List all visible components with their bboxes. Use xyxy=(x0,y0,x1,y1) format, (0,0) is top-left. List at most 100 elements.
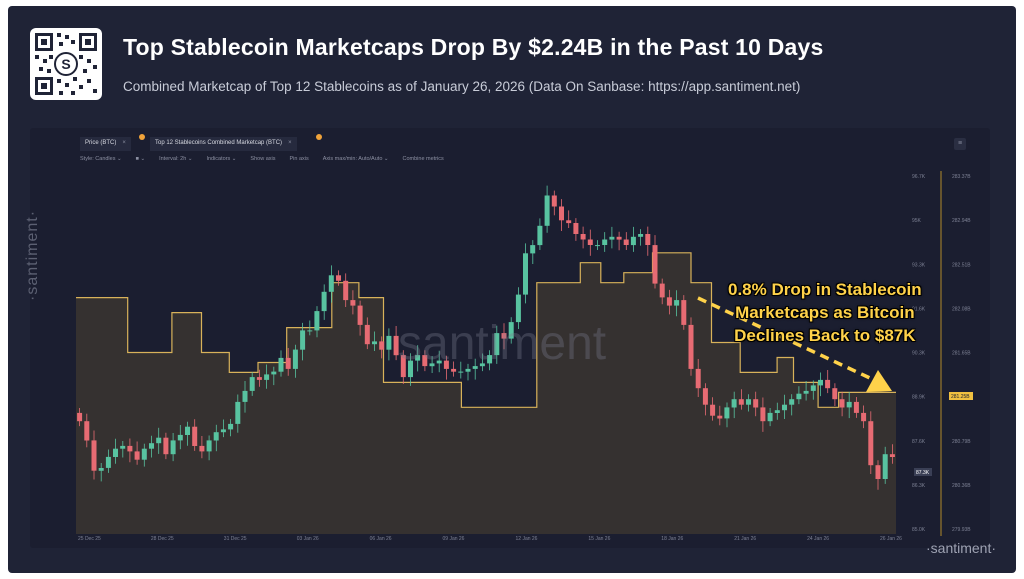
x-axis-tick-label: 25 Dec 25 xyxy=(78,536,101,542)
pin-axis-toggle[interactable]: Pin axis xyxy=(289,156,309,162)
price-candle xyxy=(192,426,198,446)
price-candle xyxy=(479,363,485,367)
price-candle xyxy=(652,245,658,284)
price-candle xyxy=(573,223,579,234)
stablecoin-marker-label: 281.25B xyxy=(951,394,970,400)
annotation-arrow-line xyxy=(697,296,873,381)
price-candle xyxy=(379,341,385,350)
price-candle xyxy=(731,399,737,408)
price-candle xyxy=(220,429,226,433)
price-candle xyxy=(774,410,780,413)
price-candle xyxy=(300,330,306,350)
subheadline: Combined Marketcap of Top 12 Stablecoins… xyxy=(123,79,801,94)
price-candle xyxy=(451,368,457,372)
annotation-callout: 0.8% Drop in Stablecoin Marketcaps as Bi… xyxy=(728,278,922,347)
price-candle xyxy=(242,390,248,402)
tab-price-btc[interactable]: Price (BTC) × xyxy=(80,137,131,151)
price-candle xyxy=(530,245,536,254)
price-candle xyxy=(681,300,687,325)
left-axis-tick-label: 91.6K xyxy=(912,306,926,312)
price-candle xyxy=(810,385,816,391)
price-candle xyxy=(688,324,694,369)
color-select[interactable]: ■ ⌄ xyxy=(135,156,146,162)
close-icon[interactable]: × xyxy=(122,140,126,146)
x-axis-tick-label: 26 Jan 26 xyxy=(880,536,902,542)
price-candle xyxy=(695,368,701,389)
x-axis-tick-label: 31 Dec 25 xyxy=(224,536,247,542)
axis-range-select[interactable]: Axis max/min: Auto/Auto ⌄ xyxy=(322,156,389,162)
price-candle xyxy=(472,366,478,369)
qr-code-icon[interactable]: S xyxy=(30,28,102,100)
price-candle xyxy=(163,437,169,455)
annotation-line: 0.8% Drop in Stablecoin xyxy=(728,280,922,299)
settings-dot-icon[interactable] xyxy=(139,134,145,140)
show-axis-toggle[interactable]: Show axis xyxy=(250,156,276,162)
price-candle xyxy=(832,388,838,400)
price-candle xyxy=(249,377,255,391)
x-axis-tick-label: 21 Jan 26 xyxy=(734,536,756,542)
price-candle xyxy=(616,236,622,240)
price-candle xyxy=(336,275,341,281)
close-icon[interactable]: × xyxy=(288,140,292,146)
interval-select[interactable]: Interval: 2h ⌄ xyxy=(159,156,193,162)
settings-dot-icon[interactable] xyxy=(316,134,322,140)
price-candle xyxy=(501,333,507,339)
chart-toolbar: Style: Candles ⌄ ■ ⌄ Interval: 2h ⌄ Indi… xyxy=(80,156,444,162)
price-candle xyxy=(77,412,83,422)
price-candle xyxy=(724,407,730,419)
x-axis-tick-label: 15 Jan 26 xyxy=(588,536,610,542)
price-candle xyxy=(278,357,284,372)
price-candle xyxy=(350,300,356,306)
price-candle xyxy=(846,401,852,408)
x-axis-tick-label: 09 Jan 26 xyxy=(443,536,465,542)
price-candle xyxy=(422,355,428,367)
price-candle xyxy=(487,355,493,364)
price-candle xyxy=(674,300,680,306)
price-candle xyxy=(256,377,262,380)
infographic-frame: S Top Stablecoin Marketcaps Drop By $2.2… xyxy=(8,6,1016,573)
annotation-line: Declines Back to $87K xyxy=(734,326,916,345)
price-candle xyxy=(199,445,205,452)
price-candle xyxy=(120,445,126,449)
price-candle xyxy=(285,357,291,369)
price-candle xyxy=(868,421,874,466)
price-candle xyxy=(587,239,593,245)
price-candle xyxy=(494,333,500,356)
santiment-corner-logo: ·santiment· xyxy=(926,540,997,556)
headline: Top Stablecoin Marketcaps Drop By $2.24B… xyxy=(123,34,824,60)
left-axis-tick-label: 95K xyxy=(912,218,922,224)
price-candle xyxy=(235,401,241,424)
price-candle xyxy=(523,253,528,295)
price-candle xyxy=(465,368,471,372)
price-marker-bg xyxy=(914,468,932,476)
price-candle xyxy=(818,379,823,386)
price-candle xyxy=(415,355,421,361)
price-candle xyxy=(343,280,349,301)
combine-metrics-button[interactable]: Combine metrics xyxy=(402,156,444,162)
stablecoin-series-line xyxy=(76,252,896,408)
price-candle xyxy=(738,399,744,405)
tab-stablecoin-marketcap[interactable]: Top 12 Stablecoins Combined Marketcap (B… xyxy=(150,137,297,151)
right-axis-tick-label: 282.08B xyxy=(952,306,971,312)
price-candle xyxy=(825,379,831,389)
price-candle xyxy=(803,390,809,394)
price-candle xyxy=(717,415,723,419)
price-candle xyxy=(566,220,572,224)
price-candle xyxy=(372,341,377,345)
price-candle xyxy=(113,448,118,457)
price-candle xyxy=(710,404,716,416)
price-marker-label: 87.3K xyxy=(916,470,930,476)
price-candle xyxy=(882,454,888,479)
svg-text:S: S xyxy=(61,56,70,72)
indicators-select[interactable]: Indicators ⌄ xyxy=(206,156,237,162)
price-candle xyxy=(328,275,334,292)
menu-icon[interactable]: ≡ xyxy=(954,138,966,150)
price-candle xyxy=(91,440,97,471)
price-candle xyxy=(436,360,442,364)
price-candle xyxy=(638,234,644,237)
price-candle xyxy=(127,445,133,452)
price-candle xyxy=(271,371,277,375)
left-axis-tick-label: 86.3K xyxy=(912,483,926,489)
price-candle xyxy=(357,305,363,325)
style-select[interactable]: Style: Candles ⌄ xyxy=(80,156,122,162)
